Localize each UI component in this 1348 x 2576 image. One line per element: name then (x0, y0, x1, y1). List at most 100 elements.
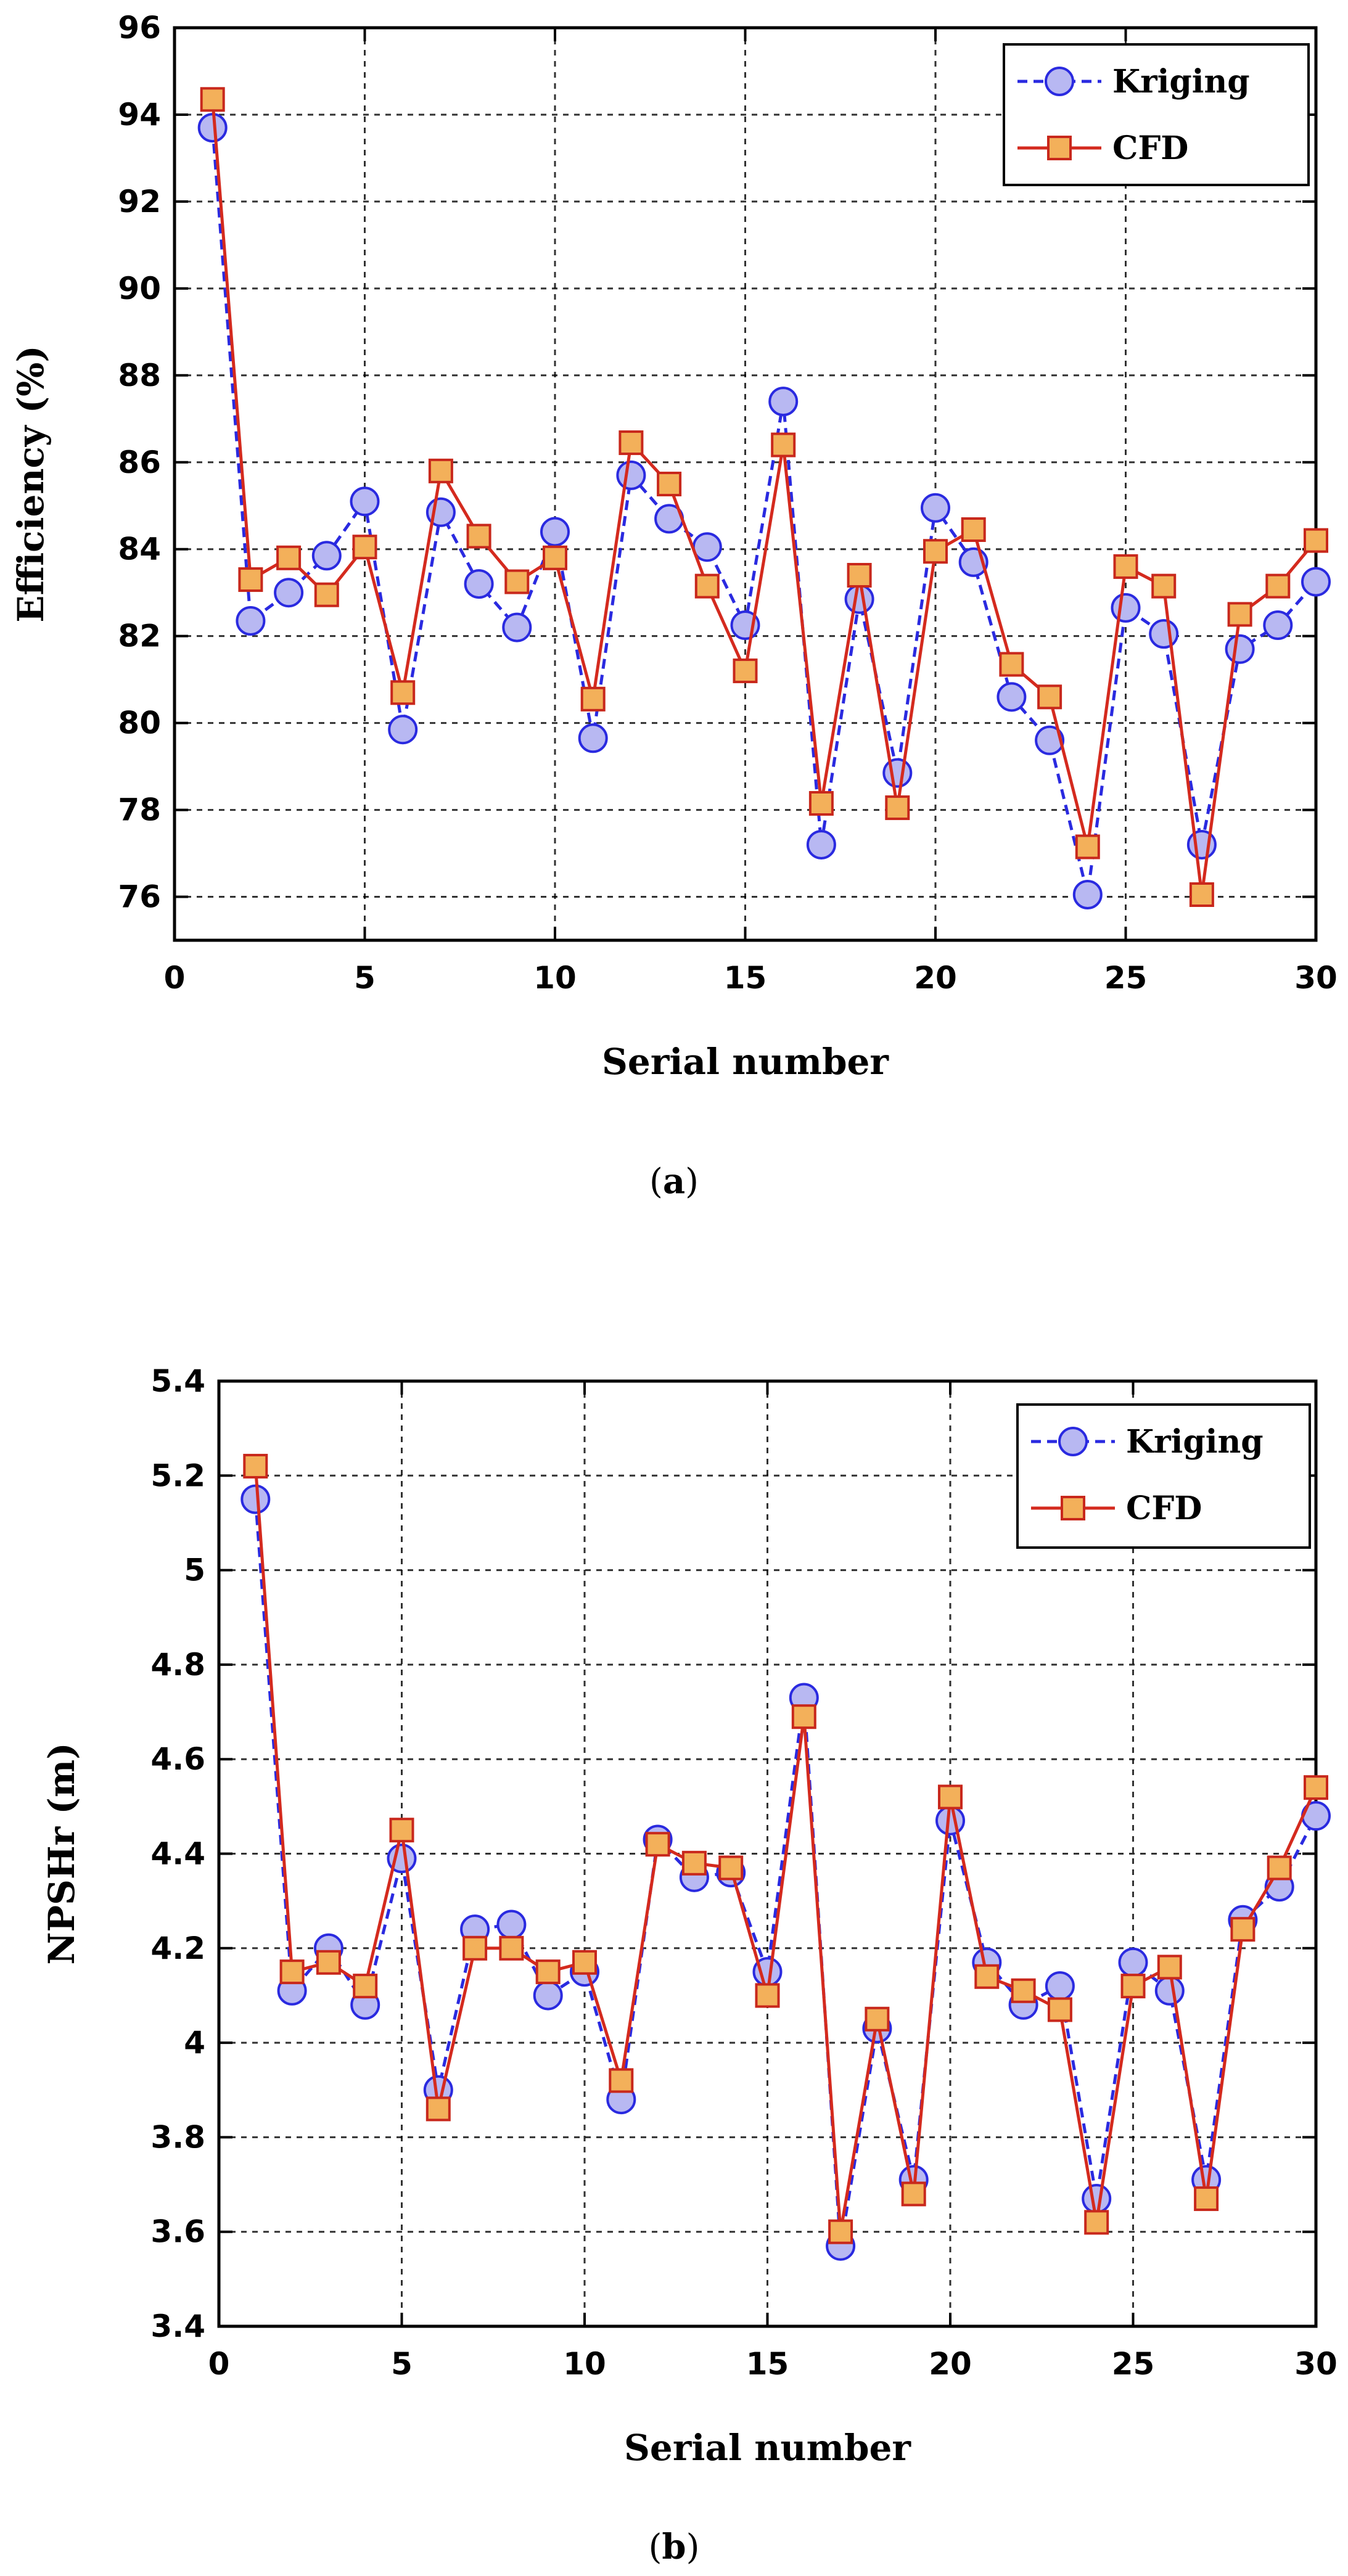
data-point-cfd (865, 2006, 890, 2032)
data-point-cfd (314, 582, 339, 607)
data-point-cfd (466, 523, 491, 549)
y-tick-label: 4.8 (150, 1647, 205, 1683)
data-point-cfd (1194, 2186, 1219, 2212)
data-point-cfd (923, 539, 948, 564)
x-tick-label: 25 (1104, 960, 1148, 996)
x-tick-label: 25 (1112, 2346, 1155, 2382)
data-point-cfd (808, 791, 834, 816)
data-point-cfd (885, 795, 910, 821)
y-tick-label: 4.6 (150, 1741, 205, 1777)
y-tick-label: 78 (118, 792, 161, 828)
panel-label: (a) (649, 1161, 699, 1202)
x-axis-title: Serial number (624, 2427, 911, 2469)
data-point-kriging (540, 517, 570, 547)
data-point-cfd (609, 2068, 634, 2093)
x-tick-label: 20 (914, 960, 957, 996)
y-tick-label: 94 (118, 97, 161, 133)
data-point-kriging (997, 682, 1027, 712)
data-point-cfd (389, 1818, 414, 1843)
y-tick-label: 82 (118, 618, 161, 654)
data-point-cfd (316, 1950, 341, 1975)
data-point-cfd (828, 2219, 853, 2244)
legend-label-cfd: CFD (1112, 129, 1188, 167)
data-point-cfd (1304, 1775, 1328, 1800)
y-tick-label: 96 (118, 10, 161, 46)
data-point-cfd (681, 1850, 707, 1876)
x-tick-label: 15 (746, 2346, 789, 2382)
data-point-cfd (1189, 882, 1214, 907)
data-point-cfd (901, 2181, 926, 2207)
data-point-cfd (425, 2096, 451, 2122)
data-point-kriging (1045, 1971, 1075, 2001)
data-point-cfd (543, 545, 567, 570)
y-tick-label: 5.4 (150, 1363, 205, 1399)
x-tick-label: 10 (563, 2346, 606, 2382)
legend-label-cfd: CFD (1126, 1490, 1202, 1527)
legend-marker-kriging (1045, 67, 1074, 96)
y-tick-label: 90 (118, 271, 161, 306)
data-point-kriging (1072, 880, 1103, 909)
data-point-cfd (938, 1784, 963, 1810)
series-kriging (197, 113, 1331, 909)
data-point-kriging (578, 723, 608, 753)
data-point-cfd (1265, 573, 1291, 599)
data-point-kriging (1263, 610, 1293, 641)
data-point-cfd (276, 545, 302, 570)
data-point-cfd (1084, 2210, 1109, 2235)
legend-marker-cfd (1061, 1496, 1085, 1520)
y-tick-label: 3.8 (150, 2119, 205, 2155)
data-point-cfd (1157, 1955, 1182, 1980)
data-point-kriging (844, 584, 874, 614)
data-point-cfd (619, 430, 644, 456)
y-tick-label: 76 (118, 879, 161, 915)
y-axis-title: NPSHr (m) (41, 1742, 83, 1964)
data-point-cfd (1113, 554, 1138, 579)
y-tick-label: 4.2 (150, 1930, 205, 1966)
data-point-cfd (1011, 1978, 1036, 2003)
data-point-cfd (847, 563, 872, 588)
data-point-cfd (499, 1935, 524, 1961)
data-point-cfd (580, 686, 606, 712)
data-point-cfd (657, 472, 682, 496)
data-point-cfd (645, 1832, 670, 1857)
data-point-kriging (533, 1980, 563, 2011)
data-point-cfd (504, 569, 530, 594)
x-tick-label: 0 (164, 960, 186, 996)
data-point-cfd (1267, 1855, 1292, 1881)
legend-label-kriging: Kriging (1112, 63, 1250, 100)
chart-panel-b: 0 5 10 15 20 25 30 3.4 3.6 3.8 4 4.2 4.4 4.6 4.8 5 5.2 5.… (41, 1363, 1338, 2567)
data-point-cfd (1304, 528, 1328, 553)
x-tick-label: 5 (354, 960, 376, 996)
data-point-cfd (390, 680, 416, 705)
y-tick-label: 3.4 (150, 2308, 205, 2344)
y-tick-label: 3.6 (150, 2214, 205, 2250)
data-point-cfd (243, 1453, 268, 1479)
legend: Kriging CFD (1003, 43, 1310, 186)
data-point-cfd (353, 1974, 378, 1999)
data-point-kriging (1149, 619, 1179, 649)
data-point-kriging (502, 612, 532, 642)
data-point-cfd (428, 458, 453, 483)
legend: Kriging CFD (1016, 1403, 1311, 1549)
data-point-kriging (921, 493, 950, 523)
data-point-kriging (1225, 634, 1255, 664)
legend-marker-kriging (1058, 1427, 1088, 1456)
data-point-cfd (279, 1959, 305, 1985)
x-axis-title: Serial number (602, 1041, 889, 1083)
x-tick-label: 10 (533, 960, 577, 996)
data-point-cfd (1230, 1917, 1256, 1942)
y-tick-label: 88 (118, 358, 161, 393)
data-point-kriging (1111, 593, 1141, 623)
data-point-kriging (274, 578, 304, 608)
data-point-kriging (616, 460, 646, 490)
series-cfd (200, 87, 1328, 907)
data-point-kriging (1301, 567, 1331, 597)
data-point-kriging (1082, 2184, 1112, 2214)
data-point-kriging (1118, 1947, 1148, 1977)
data-point-kriging (496, 1909, 527, 1940)
data-point-cfd (1047, 1997, 1072, 2022)
y-tick-label: 4.4 (150, 1836, 205, 1872)
data-point-cfd (791, 1704, 816, 1729)
data-point-cfd (1151, 573, 1177, 599)
